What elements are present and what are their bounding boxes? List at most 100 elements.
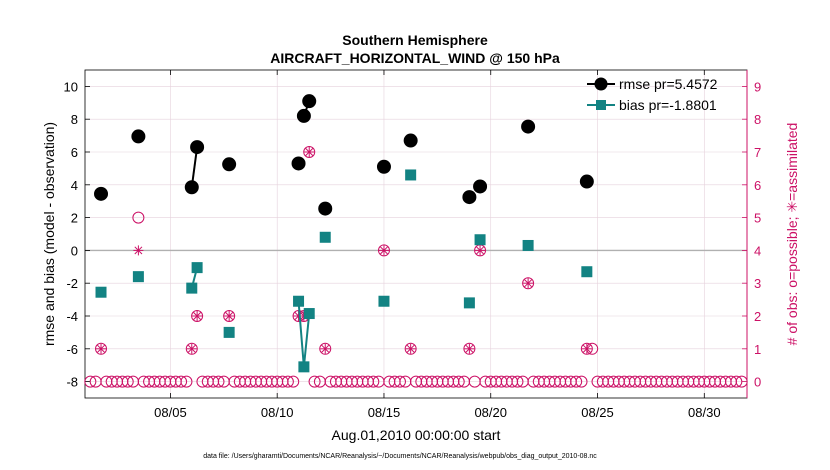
obs-possible-marker: [404, 342, 417, 355]
axes: 08/05 08/10 08/15 08/20 08/25 08/301086420-2-…: [64, 70, 761, 420]
rmse-point: [376, 159, 391, 174]
data-file-note: data file: /Users/gharamti/Documents/NCA…: [203, 453, 597, 460]
obs-possible-zero-marker: [175, 375, 188, 388]
bias-point: [319, 231, 331, 243]
obs-possible-zero-marker: [570, 375, 583, 388]
obs-possible-marker: [185, 342, 198, 355]
bias-point: [191, 262, 203, 274]
chart-subtitle: AIRCRAFT_HORIZONTAL_WIND @ 150 hPa: [270, 50, 560, 66]
obs-possible-zero-marker: [281, 375, 294, 388]
obs-possible-zero-marker: [367, 375, 380, 388]
rmse-point: [131, 129, 146, 144]
obs-assimilated-marker: [378, 245, 389, 256]
obs-possible-zero-marker: [511, 375, 524, 388]
y2-tick-label: 3: [754, 276, 761, 291]
rmse-point: [302, 94, 317, 109]
rmse-point: [291, 156, 306, 171]
y-tick-label: -8: [66, 375, 78, 390]
obs-assimilated-marker: [475, 245, 486, 256]
legend-marker-rmse: [594, 77, 608, 91]
bias-point: [405, 169, 417, 181]
data-series: [94, 94, 594, 373]
bias-point: [298, 361, 310, 373]
obs-possible-zero-marker: [575, 375, 588, 388]
bias-point: [522, 239, 534, 251]
bias-point: [132, 271, 144, 283]
obs-assimilated-marker: [96, 343, 107, 354]
rmse-point: [473, 179, 488, 194]
obs-possible-zero-marker: [735, 375, 748, 388]
x-tick-label: 08/10: [261, 405, 294, 420]
x-tick-label: 08/20: [474, 405, 507, 420]
obs-assimilated-marker: [320, 343, 331, 354]
rmse-point: [94, 186, 109, 201]
obs-possible-zero-marker: [212, 375, 225, 388]
x-axis-label: Aug.01,2010 00:00:00 start: [332, 427, 501, 443]
bias-point: [303, 308, 315, 320]
rmse-point: [403, 133, 418, 148]
rmse-point: [318, 201, 333, 216]
y2-tick-label: 1: [754, 342, 761, 357]
obs-assimilated-marker: [464, 343, 475, 354]
obs-possible-zero-marker: [393, 375, 406, 388]
rmse-point: [222, 157, 237, 172]
obs-possible-marker: [319, 342, 332, 355]
legend-marker-bias: [596, 100, 606, 110]
obs-assimilated-marker: [133, 245, 144, 256]
obs-possible-zero-marker: [730, 375, 743, 388]
y2-tick-label: 9: [754, 79, 761, 94]
y-axis-label: rmse and bias (model - observation): [41, 122, 57, 346]
bias-point: [293, 295, 305, 307]
obs-possible-marker: [95, 342, 108, 355]
obs-possible-marker: [223, 310, 236, 322]
rmse-point: [296, 108, 311, 123]
obs-possible-marker: [463, 342, 476, 355]
rmse-point: [190, 140, 205, 155]
rmse-point: [521, 119, 536, 134]
obs-possible-zero-marker: [287, 375, 300, 388]
y-tick-label: -4: [66, 309, 78, 324]
obs-possible-marker: [132, 211, 145, 224]
obs-possible-zero-marker: [121, 375, 134, 388]
obs-assimilated-marker: [405, 343, 416, 354]
obs-assimilated-marker: [224, 311, 235, 321]
bias-point: [378, 295, 390, 307]
x-tick-label: 08/30: [688, 405, 721, 420]
chart-title: Southern Hemisphere: [342, 32, 488, 48]
obs-possible-marker: [522, 277, 535, 290]
rmse-point: [184, 180, 199, 195]
obs-assimilated-marker: [192, 311, 203, 321]
y2-tick-label: 6: [754, 178, 761, 193]
y2-axis-label: # of obs: o=possible; ✳=assimilated: [784, 123, 800, 346]
obs-possible-zero-marker: [308, 375, 321, 388]
y-tick-label: 8: [71, 112, 78, 127]
y-tick-label: -6: [66, 342, 78, 357]
legend-label-rmse: rmse pr=5.4572: [619, 76, 718, 92]
y2-tick-label: 4: [754, 243, 761, 258]
obs-possible-marker: [377, 244, 390, 257]
y-tick-label: -2: [66, 276, 78, 291]
bias-point: [186, 282, 198, 294]
obs-possible-zero-marker: [452, 375, 465, 388]
rmse-point: [462, 190, 477, 205]
obs-assimilated-marker: [581, 343, 592, 354]
rmse-point: [579, 174, 594, 189]
obs-possible-marker: [580, 342, 593, 355]
x-tick-label: 08/05: [154, 405, 187, 420]
obs-possible-marker: [303, 146, 316, 158]
y-tick-label: 4: [71, 178, 78, 193]
bias-point: [474, 234, 486, 246]
obs-possible-marker: [191, 310, 204, 322]
grid: [85, 70, 747, 398]
y-tick-label: 2: [71, 211, 78, 226]
x-tick-label: 08/25: [581, 405, 614, 420]
legend: rmse pr=5.4572 bias pr=-1.8801: [587, 76, 718, 113]
y2-tick-label: 2: [754, 309, 761, 324]
bias-point: [581, 266, 593, 278]
bias-point: [223, 326, 235, 338]
obs-assimilated-marker: [304, 147, 315, 157]
obs-assimilated-marker: [186, 343, 197, 354]
legend-label-bias: bias pr=-1.8801: [619, 97, 717, 113]
